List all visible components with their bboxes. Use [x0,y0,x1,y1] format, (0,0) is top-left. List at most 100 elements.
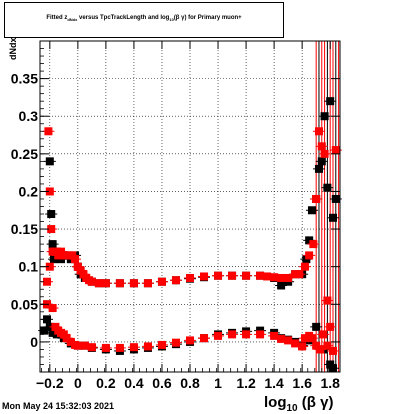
red-marker [115,343,124,352]
y-tick-label: 0.05 [11,296,38,312]
red-marker [295,270,304,279]
red-marker [312,194,321,203]
red-marker [323,296,332,305]
red-marker [43,277,52,286]
red-marker [186,273,194,282]
red-marker [73,341,82,350]
x-tick-label: 0.8 [180,375,200,391]
black-marker [50,255,59,264]
red-marker [256,330,265,339]
red-marker [328,346,337,355]
red-marker [242,271,251,280]
red-marker [331,146,340,155]
red-marker [171,276,180,285]
red-marker [66,337,75,346]
red-marker [200,272,209,281]
red-marker [115,279,124,288]
red-marker [326,322,335,331]
red-marker [284,336,293,345]
red-marker [129,279,138,288]
red-marker [242,330,251,339]
red-marker [129,343,138,352]
black-marker [312,322,321,331]
black-marker [45,157,54,166]
red-marker [80,341,89,350]
title-box: Fitted zdNdx versus TpcTrackLength and l… [4,2,284,38]
red-marker [101,279,110,288]
black-marker [48,328,57,337]
x-tick-label: 1 [214,375,222,391]
black-marker [43,315,52,324]
black-marker [317,157,326,166]
red-marker [307,334,316,343]
red-marker [45,262,54,271]
red-marker [277,334,286,343]
black-marker [323,183,332,192]
red-marker [87,343,96,352]
data-markers [38,97,342,373]
red-marker [300,334,309,343]
red-marker [214,271,223,280]
y-tick-label: 0.25 [11,146,38,162]
red-marker [263,272,272,281]
x-axis-label: log10 (β γ) [264,394,334,414]
black-marker [314,164,323,173]
black-marker [328,364,337,373]
red-marker [309,240,318,249]
red-marker [47,225,56,234]
black-marker [307,206,316,215]
red-marker [284,273,293,282]
red-marker [48,304,57,313]
red-marker [300,262,309,271]
error-bars [315,41,340,372]
red-marker [143,279,152,288]
x-tick-label: 0.4 [124,375,144,391]
axis-ticks: −0.2 0 0.2 0.4 0.6 0.8 1 1.2 1.4 1.6 1.8 0 0.05 0.1 0.… [11,41,340,391]
grid-lines [40,41,340,372]
red-marker [314,127,323,136]
red-marker [323,341,332,350]
y-tick-label: 0.35 [11,71,38,87]
black-marker [48,240,57,249]
x-tick-label: 1.2 [236,375,256,391]
y-axis-label: dNdx [8,37,18,61]
red-marker [319,330,328,339]
red-marker [62,334,71,343]
black-marker [328,213,337,222]
red-marker [143,342,152,351]
y-tick-label: 0.15 [11,221,38,237]
black-marker [320,112,329,121]
red-marker [312,341,321,350]
y-tick-label: 0.3 [19,108,39,124]
red-marker [214,331,223,340]
y-tick-label: 0 [30,334,38,350]
red-marker [157,340,166,349]
black-marker [305,236,314,245]
red-marker [186,336,194,345]
red-marker [228,330,237,339]
red-marker [270,331,279,340]
red-marker [94,279,103,288]
red-marker [305,251,314,260]
red-marker [171,338,180,347]
red-marker [45,187,54,196]
red-marker [270,273,279,282]
red-marker [44,127,53,136]
x-tick-label: 1.8 [320,375,340,391]
x-tick-label: 1.4 [264,375,284,391]
x-tick-label: −0.2 [36,375,64,391]
red-marker [228,271,237,280]
chart-title: Fitted zdNdx versus TpcTrackLength and l… [46,15,242,23]
x-tick-label: 0.2 [96,375,116,391]
red-marker [298,342,307,351]
y-tick-label: 0.2 [19,183,39,199]
x-tick-label: 1.6 [292,375,312,391]
x-tick-label: 0 [74,375,82,391]
red-marker [291,339,300,348]
red-marker [157,277,166,286]
black-marker [277,281,286,290]
y-tick-label: 0.1 [19,259,39,275]
red-marker [277,273,286,282]
red-marker [200,334,209,343]
